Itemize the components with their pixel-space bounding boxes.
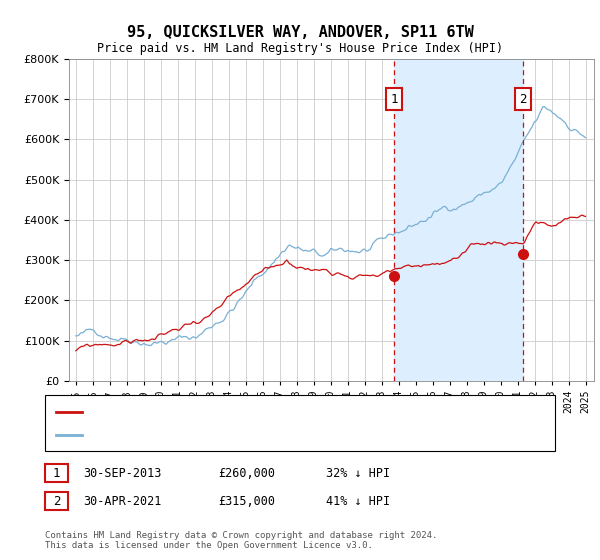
Text: 95, QUICKSILVER WAY, ANDOVER, SP11 6TW: 95, QUICKSILVER WAY, ANDOVER, SP11 6TW xyxy=(127,25,473,40)
Text: 1: 1 xyxy=(391,92,398,105)
Text: 2: 2 xyxy=(53,494,60,508)
Text: 41% ↓ HPI: 41% ↓ HPI xyxy=(326,494,390,508)
Text: 30-SEP-2013: 30-SEP-2013 xyxy=(83,466,161,480)
Text: Contains HM Land Registry data © Crown copyright and database right 2024.
This d: Contains HM Land Registry data © Crown c… xyxy=(45,530,437,550)
Text: 30-APR-2021: 30-APR-2021 xyxy=(83,494,161,508)
Text: 2: 2 xyxy=(520,92,527,105)
Text: £315,000: £315,000 xyxy=(218,494,275,508)
Bar xyxy=(394,59,523,381)
Text: Price paid vs. HM Land Registry's House Price Index (HPI): Price paid vs. HM Land Registry's House … xyxy=(97,42,503,55)
Text: 32% ↓ HPI: 32% ↓ HPI xyxy=(326,466,390,480)
Text: 1: 1 xyxy=(53,466,60,480)
Text: 95, QUICKSILVER WAY, ANDOVER, SP11 6TW (detached house): 95, QUICKSILVER WAY, ANDOVER, SP11 6TW (… xyxy=(88,407,446,417)
Text: HPI: Average price, detached house, Test Valley: HPI: Average price, detached house, Test… xyxy=(88,430,394,440)
Text: £260,000: £260,000 xyxy=(218,466,275,480)
